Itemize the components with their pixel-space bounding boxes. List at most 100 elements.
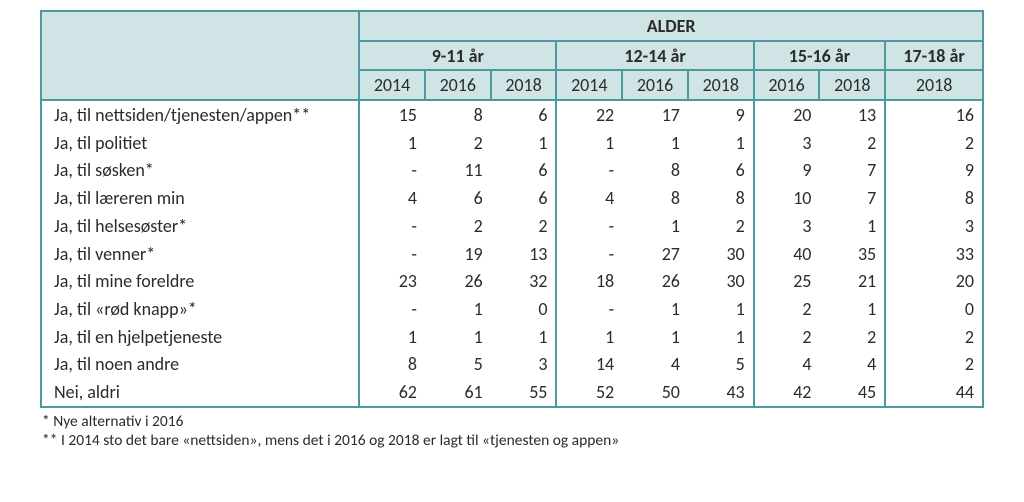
cell: 26	[622, 267, 688, 295]
header-year-8: 2018	[885, 70, 983, 100]
cell: 30	[688, 267, 754, 295]
cell: 1	[359, 129, 425, 157]
cell: 3	[885, 212, 983, 240]
cell: 5	[688, 350, 754, 378]
table-row: Ja, til læreren min4664881078	[41, 184, 983, 212]
row-label: Ja, til «rød knapp»*	[41, 295, 359, 323]
cell: -	[359, 295, 425, 323]
cell: 14	[556, 350, 622, 378]
cell: 1	[491, 129, 557, 157]
cell: 1	[688, 129, 754, 157]
cell: 50	[622, 378, 688, 407]
row-label: Ja, til politiet	[41, 129, 359, 157]
cell: 8	[885, 184, 983, 212]
cell: 4	[622, 350, 688, 378]
cell: -	[556, 295, 622, 323]
row-label: Ja, til venner*	[41, 240, 359, 268]
table-row: Ja, til søsken*-116-86979	[41, 156, 983, 184]
cell: 1	[425, 323, 491, 351]
cell: 8	[425, 100, 491, 129]
cell: 5	[425, 350, 491, 378]
cell: 1	[622, 129, 688, 157]
header-year-0: 2014	[359, 70, 425, 100]
row-label: Ja, til læreren min	[41, 184, 359, 212]
cell: 30	[688, 240, 754, 268]
cell: 32	[491, 267, 557, 295]
cell: 8	[359, 350, 425, 378]
cell: 43	[688, 378, 754, 407]
cell: 4	[819, 350, 885, 378]
header-group-2: 15-16 år	[754, 41, 886, 71]
cell: 62	[359, 378, 425, 407]
table-row: Ja, til politiet121111322	[41, 129, 983, 157]
header-year-6: 2016	[754, 70, 820, 100]
cell: 40	[754, 240, 820, 268]
cell: 18	[556, 267, 622, 295]
footnote-1: * Nye alternativ i 2016	[42, 412, 982, 431]
table-row: Ja, til en hjelpetjeneste111111222	[41, 323, 983, 351]
cell: 9	[885, 156, 983, 184]
header-super: ALDER	[359, 11, 983, 41]
cell: 45	[819, 378, 885, 407]
cell: 2	[425, 212, 491, 240]
cell: 2	[425, 129, 491, 157]
cell: 6	[491, 184, 557, 212]
cell: 21	[819, 267, 885, 295]
cell: 2	[491, 212, 557, 240]
cell: 8	[622, 156, 688, 184]
cell: 35	[819, 240, 885, 268]
cell: 6	[491, 100, 557, 129]
cell: 13	[491, 240, 557, 268]
header-year-3: 2014	[556, 70, 622, 100]
cell: 4	[556, 184, 622, 212]
cell: 15	[359, 100, 425, 129]
cell: 1	[425, 295, 491, 323]
cell: 61	[425, 378, 491, 407]
cell: -	[359, 156, 425, 184]
cell: -	[359, 240, 425, 268]
cell: 1	[622, 295, 688, 323]
cell: 7	[819, 184, 885, 212]
footnote-2: ** I 2014 sto det bare «nettsiden», mens…	[42, 431, 982, 450]
cell: 55	[491, 378, 557, 407]
cell: 3	[491, 350, 557, 378]
cell: 6	[491, 156, 557, 184]
cell: 1	[819, 212, 885, 240]
cell: 4	[754, 350, 820, 378]
cell: 9	[754, 156, 820, 184]
table-row: Nei, aldri626155525043424544	[41, 378, 983, 407]
cell: 23	[359, 267, 425, 295]
header-year-2: 2018	[491, 70, 557, 100]
cell: 2	[885, 129, 983, 157]
cell: 2	[819, 129, 885, 157]
header-group-0: 9-11 år	[359, 41, 556, 71]
cell: 2	[819, 323, 885, 351]
cell: 1	[622, 323, 688, 351]
table-row: Ja, til nettsiden/tjenesten/appen**15862…	[41, 100, 983, 129]
cell: 19	[425, 240, 491, 268]
header-group-1: 12-14 år	[556, 41, 753, 71]
cell: 1	[688, 295, 754, 323]
cell: 7	[819, 156, 885, 184]
cell: 17	[622, 100, 688, 129]
cell: 9	[688, 100, 754, 129]
cell: 2	[885, 350, 983, 378]
cell: 44	[885, 378, 983, 407]
table-row: Ja, til helsesøster*-22-12313	[41, 212, 983, 240]
row-label: Ja, til søsken*	[41, 156, 359, 184]
cell: 52	[556, 378, 622, 407]
row-label: Ja, til mine foreldre	[41, 267, 359, 295]
cell: -	[556, 240, 622, 268]
cell: 16	[885, 100, 983, 129]
footnotes: * Nye alternativ i 2016 ** I 2014 sto de…	[40, 408, 984, 451]
cell: 3	[754, 212, 820, 240]
cell: 27	[622, 240, 688, 268]
header-year-4: 2016	[622, 70, 688, 100]
cell: 6	[688, 156, 754, 184]
table-row: Ja, til «rød knapp»*-10-11210	[41, 295, 983, 323]
row-label: Ja, til helsesøster*	[41, 212, 359, 240]
header-years-blank	[41, 70, 359, 100]
cell: 6	[425, 184, 491, 212]
cell: 42	[754, 378, 820, 407]
table-row: Ja, til noen andre8531445442	[41, 350, 983, 378]
